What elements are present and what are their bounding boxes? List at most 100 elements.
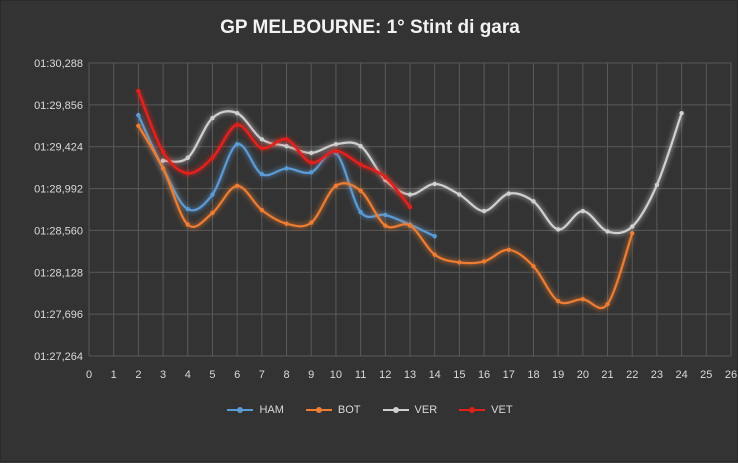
- x-tick-label: 13: [404, 369, 416, 381]
- data-point-bot: [555, 298, 561, 304]
- legend-label: BOT: [337, 404, 361, 416]
- data-point-vet: [234, 122, 240, 128]
- chart-title: GP MELBOURNE: 1° Stint di gara: [220, 17, 520, 38]
- x-tick-label: 19: [552, 369, 564, 381]
- data-point-ver: [457, 192, 462, 197]
- data-point-bot: [531, 264, 536, 269]
- x-tick-label: 8: [283, 369, 289, 381]
- data-point-ver: [506, 191, 511, 196]
- data-point-ver: [358, 143, 363, 149]
- data-point-ver: [210, 115, 215, 121]
- data-point-ver: [679, 110, 684, 116]
- data-point-bot: [383, 223, 388, 228]
- axes: 01:27,264 01:27,696 01:28,128 01:28,560 01:2…: [34, 58, 737, 381]
- data-point-bot: [506, 247, 511, 253]
- gridlines: [88, 62, 732, 357]
- data-point-ver: [407, 192, 413, 197]
- legend-label: HAM: [259, 404, 284, 416]
- x-tick-label: 10: [330, 369, 342, 381]
- data-point-bot: [160, 166, 166, 171]
- data-point-ham: [259, 172, 265, 177]
- data-point-ham: [185, 206, 190, 212]
- data-point-bot: [605, 301, 610, 307]
- data-point-bot: [407, 223, 413, 228]
- legend-swatch: [382, 405, 409, 415]
- data-point-bot: [284, 221, 289, 226]
- x-tick-label: 4: [185, 369, 191, 381]
- data-point-ver: [160, 158, 166, 163]
- data-point-vet: [210, 155, 215, 160]
- y-tick-label: 01:30,288: [34, 58, 83, 70]
- series-line-vet: [137, 90, 412, 209]
- legend-label: VER: [414, 404, 438, 416]
- data-point-vet: [358, 162, 363, 167]
- y-tick-label: 01:27,696: [34, 309, 83, 321]
- data-point-ham: [383, 212, 388, 218]
- series-line-ver: [162, 110, 683, 235]
- data-point-bot: [358, 188, 363, 193]
- x-tick-label: 26: [725, 369, 737, 381]
- x-tick-label: 23: [651, 369, 663, 381]
- data-point-ham: [309, 170, 314, 175]
- data-point-ver: [185, 155, 190, 160]
- data-point-ver: [432, 181, 437, 187]
- data-point-vet: [333, 148, 339, 154]
- x-tick-label: 14: [429, 369, 441, 381]
- data-point-ver: [654, 182, 660, 188]
- data-point-bot: [580, 297, 586, 302]
- legend-item-vet: VET: [459, 404, 513, 416]
- data-point-bot: [481, 259, 487, 264]
- data-point-vet: [136, 88, 141, 94]
- legend-swatch: [459, 405, 486, 415]
- legend-swatch: [305, 405, 332, 415]
- x-tick-label: 0: [86, 369, 92, 381]
- y-tick-label: 01:29,424: [34, 142, 83, 154]
- x-tick-label: 20: [577, 369, 589, 381]
- data-point-vet: [185, 171, 190, 176]
- data-point-bot: [333, 183, 339, 189]
- legend-label: VET: [491, 404, 513, 416]
- data-point-ver: [630, 224, 635, 229]
- series-ver: [160, 110, 684, 235]
- x-tick-label: 9: [308, 369, 314, 381]
- legend-item-ver: VER: [382, 404, 438, 416]
- x-tick-label: 12: [379, 369, 391, 381]
- y-tick-label: 01:28,992: [34, 184, 83, 196]
- data-point-ham: [284, 166, 289, 171]
- data-point-bot: [457, 260, 462, 265]
- legend-swatch: [227, 405, 254, 415]
- x-tick-label: 15: [453, 369, 465, 381]
- series-bot: [136, 123, 635, 310]
- data-point-ver: [531, 199, 536, 204]
- y-tick-label: 01:28,128: [34, 267, 83, 279]
- data-point-vet: [160, 149, 166, 155]
- x-tick-label: 22: [626, 369, 638, 381]
- data-point-ham: [432, 234, 437, 239]
- data-point-bot: [185, 222, 190, 227]
- x-tick-label: 11: [355, 369, 366, 381]
- data-point-vet: [383, 174, 388, 180]
- legend-item-bot: BOT: [305, 404, 361, 416]
- y-tick-label: 01:27,264: [34, 351, 83, 363]
- data-point-bot: [309, 220, 314, 225]
- data-point-ver: [234, 110, 240, 116]
- y-tick-label: 01:28,560: [34, 225, 83, 237]
- data-point-ver: [333, 141, 339, 147]
- data-point-ham: [210, 192, 215, 197]
- data-point-ham: [136, 112, 141, 118]
- data-point-bot: [234, 183, 240, 189]
- x-tick-label: 6: [234, 369, 240, 381]
- data-point-ham: [358, 209, 363, 215]
- data-point-bot: [259, 207, 265, 213]
- data-point-ver: [580, 208, 586, 214]
- x-tick-label: 2: [135, 369, 141, 381]
- legend: HAM BOT VER VET: [1, 404, 738, 416]
- data-point-vet: [407, 204, 413, 210]
- data-point-ver: [284, 143, 289, 149]
- x-tick-label: 1: [111, 369, 117, 381]
- x-tick-label: 25: [700, 369, 712, 381]
- data-point-ver: [481, 208, 487, 214]
- x-tick-label: 17: [503, 369, 515, 381]
